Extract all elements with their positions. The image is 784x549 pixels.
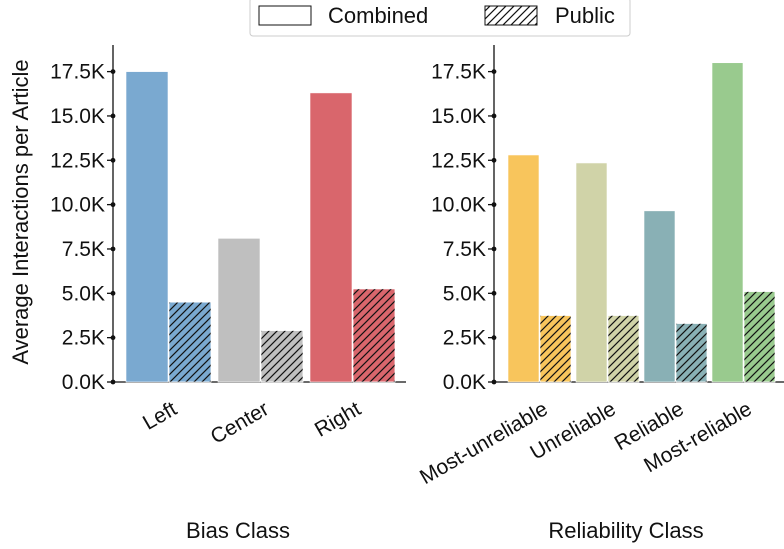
y-tick-label: 0.0K (62, 371, 105, 394)
bar-left-combined (125, 71, 169, 383)
legend-swatch-combined (258, 5, 312, 26)
y-tick-label: 12.5K (50, 149, 105, 172)
y-tick-label: 10.0K (431, 194, 486, 217)
bar-reliable-public-hatch (675, 323, 708, 383)
y-axis-title: Average Interactions per Article (8, 59, 33, 364)
y-tick-dot (110, 113, 116, 119)
reliability-class-panel: 0.0K2.5K5.0K7.5K10.0K12.5K15.0K17.5KMost… (416, 45, 784, 543)
bar-unreliable-combined (575, 162, 608, 383)
bar-most-reliable-combined (711, 62, 744, 383)
y-tick-label: 7.5K (62, 238, 105, 261)
y-tick-dot (110, 69, 116, 75)
y-tick-label: 17.5K (431, 61, 486, 84)
y-tick-dot (491, 202, 497, 208)
y-tick-dot (110, 202, 116, 208)
bar-center-public-hatch (260, 330, 304, 383)
y-tick-dot (491, 290, 497, 296)
legend: Combined Public (249, 0, 631, 37)
y-tick-label: 2.5K (62, 327, 105, 350)
y-tick-dot (491, 246, 497, 252)
y-tick-label: 17.5K (50, 61, 105, 84)
y-tick-label: 2.5K (443, 327, 486, 350)
y-tick-dot (110, 290, 116, 296)
y-tick-label: 0.0K (443, 371, 486, 394)
x-tick-label: Right (311, 397, 365, 442)
x-tick-label: Center (207, 397, 273, 448)
y-tick-label: 12.5K (431, 149, 486, 172)
y-tick-label: 10.0K (50, 194, 105, 217)
bar-right-combined (309, 92, 353, 383)
y-tick-label: 7.5K (443, 238, 486, 261)
bias-class-panel: 0.0K 2.5K 5.0K 7.5K 10.0K 12.5K 15.0K 17.5K Left… (50, 45, 406, 543)
x-axis-title: Bias Class (186, 518, 290, 543)
bar-unreliable-public-hatch (607, 315, 640, 383)
y-tick-label: 5.0K (443, 282, 486, 305)
y-tick-label: 15.0K (50, 105, 105, 128)
bar-left-public-hatch (168, 301, 212, 383)
y-tick-dot (110, 246, 116, 252)
bar-right-public-hatch (352, 288, 396, 383)
y-tick-dot (491, 335, 497, 341)
x-tick-label: Left (139, 397, 181, 435)
legend-label-combined: Combined (328, 3, 428, 28)
legend-label-public: Public (555, 3, 615, 28)
y-tick-dot (110, 335, 116, 341)
y-tick-label: 5.0K (62, 282, 105, 305)
y-tick-dot (491, 379, 497, 385)
bar-most-reliable-public-hatch (743, 291, 776, 383)
y-tick-dot (110, 379, 116, 385)
y-tick-dot (491, 69, 497, 75)
bar-most-unreliable-combined (507, 154, 540, 383)
legend-swatch-public (484, 5, 538, 26)
y-tick-dot (491, 157, 497, 163)
y-tick-dot (491, 113, 497, 119)
bar-reliable-combined (643, 210, 676, 383)
bar-most-unreliable-public-hatch (539, 315, 572, 383)
x-axis-title: Reliability Class (548, 518, 703, 543)
y-tick-label: 15.0K (431, 105, 486, 128)
y-tick-dot (110, 157, 116, 163)
bar-center-combined (217, 238, 261, 383)
